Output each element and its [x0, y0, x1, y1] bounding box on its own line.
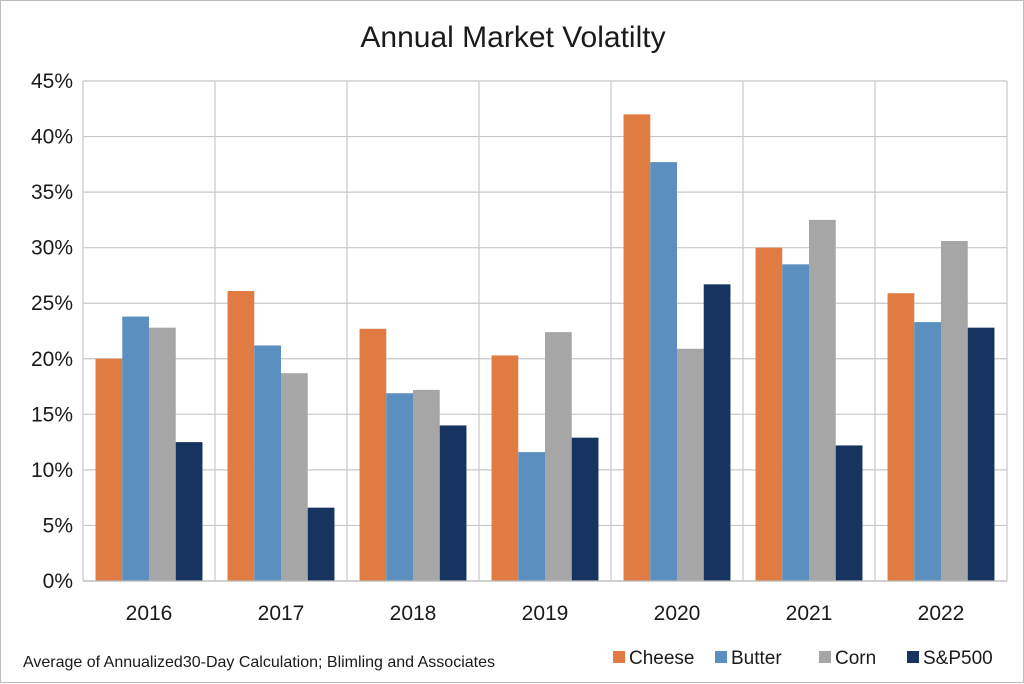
- x-tick-label: 2019: [522, 602, 569, 625]
- legend-label: S&P500: [923, 648, 993, 669]
- bar-cheese: [755, 247, 783, 581]
- y-tick-label: 5%: [43, 514, 73, 537]
- bar-corn: [149, 327, 176, 581]
- bar-butter: [914, 322, 941, 581]
- bar-corn: [677, 348, 704, 581]
- y-tick-label: 20%: [31, 348, 73, 371]
- bar-corn: [413, 389, 440, 581]
- bar-sp500: [967, 327, 995, 581]
- bar-sp500: [439, 425, 467, 581]
- bar-corn: [281, 373, 308, 581]
- bar-cheese: [491, 355, 519, 581]
- x-tick-label: 2016: [126, 602, 173, 625]
- y-tick-label: 10%: [31, 459, 73, 482]
- legend-label: Butter: [731, 648, 782, 669]
- bar-butter: [122, 316, 149, 581]
- x-tick-label: 2020: [654, 602, 701, 625]
- bar-sp500: [835, 445, 863, 581]
- legend: Cheese Butter Corn S&P500: [613, 648, 993, 669]
- bar-cheese: [359, 328, 387, 581]
- bar-corn: [941, 241, 968, 581]
- chart-note: Average of Annualized30-Day Calculation;…: [23, 654, 495, 671]
- bar-butter: [386, 393, 413, 581]
- legend-label: Corn: [835, 648, 876, 669]
- x-tick-label: 2017: [258, 602, 305, 625]
- x-tick-label: 2021: [786, 602, 833, 625]
- bars-layer: [95, 114, 995, 581]
- bar-cheese: [887, 293, 915, 581]
- y-tick-label: 15%: [31, 403, 73, 426]
- bar-cheese: [227, 291, 255, 581]
- chart-title: Annual Market Volatilty: [360, 21, 665, 54]
- axis-layer: 0% 5% 10% 15% 20% 25% 30% 35% 40% 45% 2016 2017 2018…: [31, 70, 1007, 625]
- y-tick-label: 45%: [31, 70, 73, 93]
- legend-swatch: [907, 651, 919, 663]
- bar-sp500: [571, 437, 599, 581]
- bar-cheese: [623, 114, 651, 581]
- bar-corn: [809, 219, 836, 581]
- bar-sp500: [307, 507, 335, 581]
- x-tick-label: 2022: [918, 602, 965, 625]
- legend-label: Cheese: [629, 648, 695, 669]
- x-tick-label: 2018: [390, 602, 437, 625]
- bar-corn: [545, 332, 572, 581]
- bar-butter: [782, 264, 809, 581]
- y-tick-label: 35%: [31, 181, 73, 204]
- legend-swatch: [819, 651, 831, 663]
- legend-swatch: [613, 651, 625, 663]
- y-tick-label: 30%: [31, 237, 73, 260]
- bar-cheese: [95, 358, 123, 581]
- bar-butter: [650, 162, 677, 581]
- bar-sp500: [175, 442, 203, 581]
- y-tick-label: 40%: [31, 126, 73, 149]
- legend-swatch: [715, 651, 727, 663]
- y-tick-label: 25%: [31, 292, 73, 315]
- bar-sp500: [703, 284, 731, 581]
- bar-butter: [254, 345, 281, 581]
- bar-butter: [518, 452, 545, 581]
- y-tick-label: 0%: [43, 570, 73, 593]
